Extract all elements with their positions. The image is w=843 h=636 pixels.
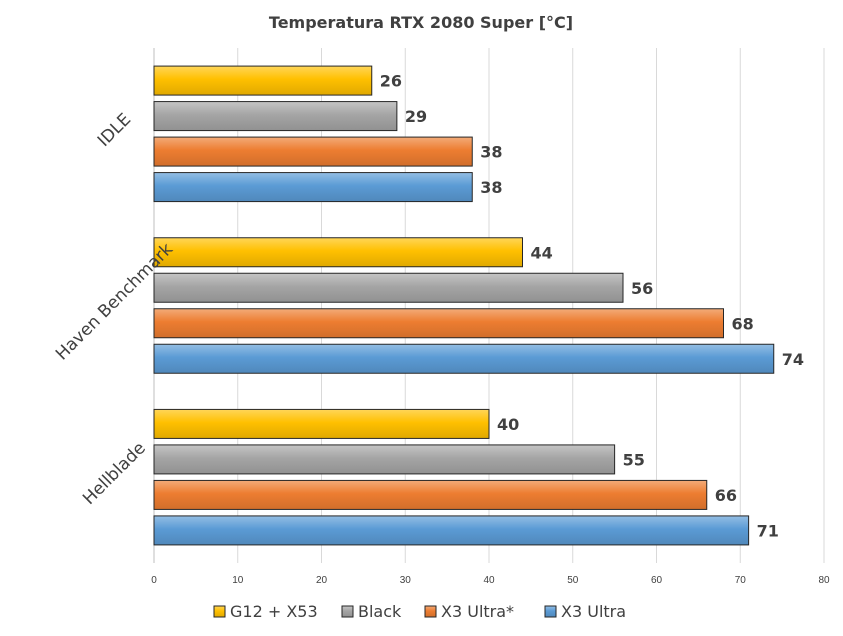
x-tick-80: 80	[818, 575, 830, 586]
legend: G12 + X53 Black X3 Ultra* X3 Ultra	[213, 602, 626, 621]
category-label-idle: IDLE	[94, 110, 135, 151]
data-label-idle-g12-x53: 26	[380, 72, 402, 91]
data-label-haven-benchmark-x3-ultra: 68	[732, 314, 754, 333]
x-tick-60: 60	[651, 575, 663, 586]
data-label-haven-benchmark-g12-x53: 44	[531, 243, 553, 262]
bar-haven-benchmark-x3-ultra	[153, 343, 775, 374]
x-tick-10: 10	[232, 575, 244, 586]
x-tick-20: 20	[316, 575, 328, 586]
x-tick-40: 40	[483, 575, 495, 586]
data-label-hellblade-g12-x53: 40	[497, 415, 519, 434]
data-label-haven-benchmark-black: 56	[631, 279, 653, 298]
chart-title: Temperatura RTX 2080 Super [°C]	[269, 13, 573, 32]
data-label-hellblade-x3-ultra: 66	[715, 486, 737, 505]
legend-label-x3-ultra: X3 Ultra	[561, 602, 626, 621]
x-tick-70: 70	[735, 575, 747, 586]
legend-label-g12-x53: G12 + X53	[230, 602, 318, 621]
legend-label-x3-ultra: X3 Ultra*	[441, 602, 514, 621]
bar-hellblade-black	[153, 444, 616, 475]
data-label-hellblade-black: 55	[623, 450, 645, 469]
data-label-hellblade-x3-ultra: 71	[757, 521, 779, 540]
x-axis-ticks: 0 10 20 30 40 50 60 70 80	[151, 575, 830, 586]
legend-label-black: Black	[358, 602, 402, 621]
data-label-idle-x3-ultra: 38	[480, 143, 502, 162]
x-tick-0: 0	[151, 575, 157, 586]
category-label-hellblade: Hellblade	[79, 438, 150, 509]
bar-idle-x3-ultra	[153, 172, 473, 203]
x-tick-50: 50	[567, 575, 579, 586]
bar-haven-benchmark-black	[153, 272, 624, 303]
data-label-idle-x3-ultra: 38	[480, 178, 502, 197]
bar-hellblade-x3-ultra	[153, 515, 750, 546]
bar-haven-benchmark-g12-x53	[153, 237, 523, 268]
data-label-idle-black: 29	[405, 107, 427, 126]
data-label-haven-benchmark-x3-ultra: 74	[782, 350, 804, 369]
bar-hellblade-x3-ultra	[153, 479, 708, 510]
legend-swatch-x3-ultra	[424, 605, 437, 618]
bar-hellblade-g12-x53	[153, 408, 490, 439]
gridlines	[153, 48, 825, 563]
legend-swatch-g12-x53	[213, 605, 226, 618]
bar-idle-g12-x53	[153, 65, 373, 96]
bar-haven-benchmark-x3-ultra	[153, 308, 724, 339]
legend-swatch-x3-ultra	[544, 605, 557, 618]
legend-swatch-black	[341, 605, 354, 618]
x-tick-30: 30	[400, 575, 412, 586]
bar-idle-black	[153, 101, 398, 132]
bar-idle-x3-ultra	[153, 136, 473, 167]
